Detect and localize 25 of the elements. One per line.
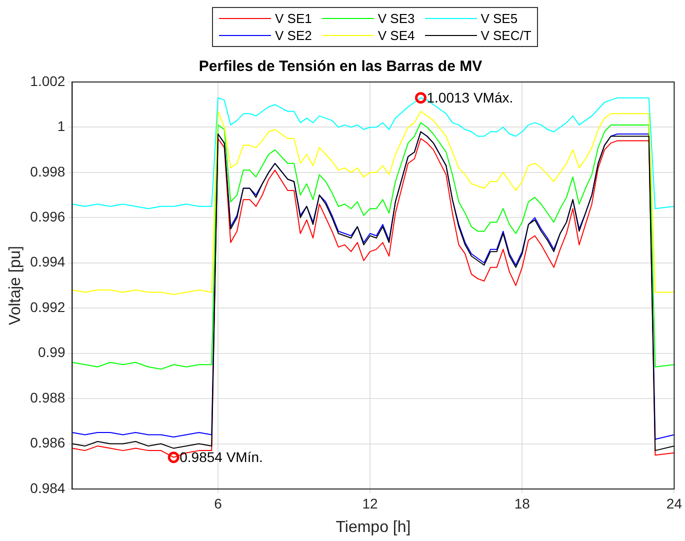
annotation: 1.0013 VMáx. <box>426 90 514 106</box>
y-tick-label: 0.988 <box>30 389 66 406</box>
legend-label: V SE1 <box>275 11 312 26</box>
y-tick-label: 0.984 <box>30 480 66 496</box>
legend-label: V SE3 <box>378 11 415 26</box>
y-axis-title: Voltaje [pu] <box>7 246 24 326</box>
y-tick-label: 0.986 <box>30 434 66 451</box>
y-tick-label: 1 <box>57 118 66 134</box>
y-tick-label: 0.992 <box>30 298 66 315</box>
legend-label: V SE2 <box>275 28 312 43</box>
legend-label: V SEC/T <box>480 28 532 43</box>
x-tick-label: 18 <box>514 495 530 512</box>
y-tick-label: 0.998 <box>30 163 66 180</box>
y-tick-label: 1.002 <box>30 72 66 89</box>
legend-label: V SE5 <box>480 11 518 26</box>
x-axis-title: Tiempo [h] <box>336 518 411 536</box>
annotation: 0.9854 VMín. <box>180 449 263 466</box>
legend-label: V SE4 <box>378 28 415 43</box>
x-tick-label: 24 <box>666 495 682 512</box>
y-tick-label: 0.996 <box>30 208 66 225</box>
chart-title: Perfiles de Tensión en las Barras de MV <box>198 58 482 76</box>
x-tick-label: 6 <box>214 495 222 512</box>
y-tick-label: 0.99 <box>38 344 66 360</box>
x-tick-label: 12 <box>362 495 378 512</box>
y-tick-label: 0.994 <box>30 254 66 270</box>
